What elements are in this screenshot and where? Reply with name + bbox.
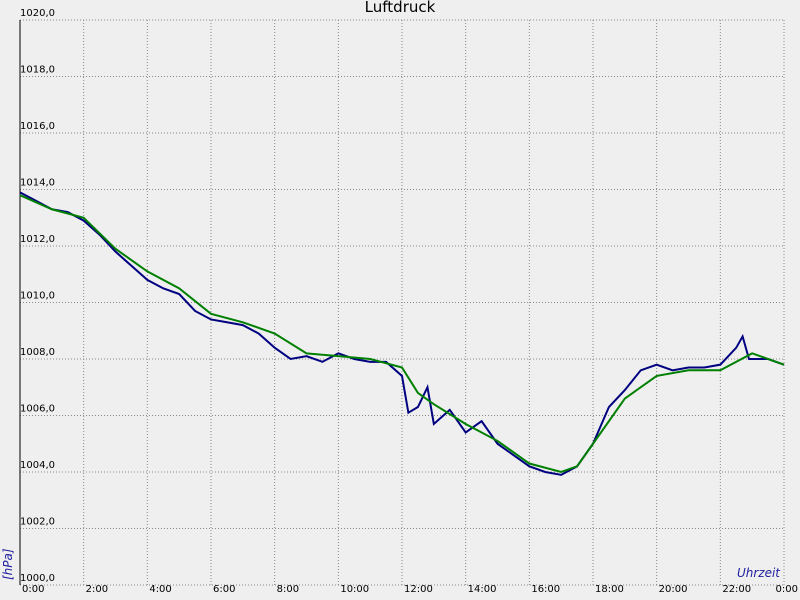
y-tick-label: 1010,0 bbox=[20, 291, 55, 302]
x-tick-label: 22:00 bbox=[722, 584, 751, 595]
x-tick-label: 2:00 bbox=[86, 584, 108, 595]
y-tick-label: 1014,0 bbox=[20, 178, 55, 189]
y-tick-label: 1006,0 bbox=[20, 404, 55, 415]
x-tick-label: 8:00 bbox=[277, 584, 299, 595]
x-tick-label: 6:00 bbox=[213, 584, 235, 595]
line-series bbox=[19, 194, 785, 474]
x-tick-label: 16:00 bbox=[531, 584, 560, 595]
x-tick-label: 4:00 bbox=[149, 584, 171, 595]
y-tick-label: 1004,0 bbox=[20, 460, 55, 471]
y-tick-label: 1000,0 bbox=[20, 573, 55, 584]
y-axis-label: [hPa] bbox=[1, 548, 15, 580]
x-tick-label: 18:00 bbox=[595, 584, 624, 595]
x-tick-label: 14:00 bbox=[468, 584, 497, 595]
x-tick-label: 12:00 bbox=[404, 584, 433, 595]
line-series bbox=[19, 191, 785, 476]
y-tick-label: 1012,0 bbox=[20, 234, 55, 245]
chart-title: Luftdruck bbox=[365, 0, 436, 16]
x-tick-label: 0:00 bbox=[776, 584, 798, 595]
y-tick-label: 1020,0 bbox=[20, 8, 55, 19]
y-tick-label: 1008,0 bbox=[20, 347, 55, 358]
y-tick-label: 1016,0 bbox=[20, 121, 55, 132]
y-tick-label: 1018,0 bbox=[20, 65, 55, 76]
y-tick-label: 1002,0 bbox=[20, 517, 55, 528]
x-tick-label: 0:00 bbox=[22, 584, 44, 595]
x-tick-label: 20:00 bbox=[659, 584, 688, 595]
x-tick-label: 10:00 bbox=[340, 584, 369, 595]
x-axis-label: Uhrzeit bbox=[737, 566, 781, 580]
